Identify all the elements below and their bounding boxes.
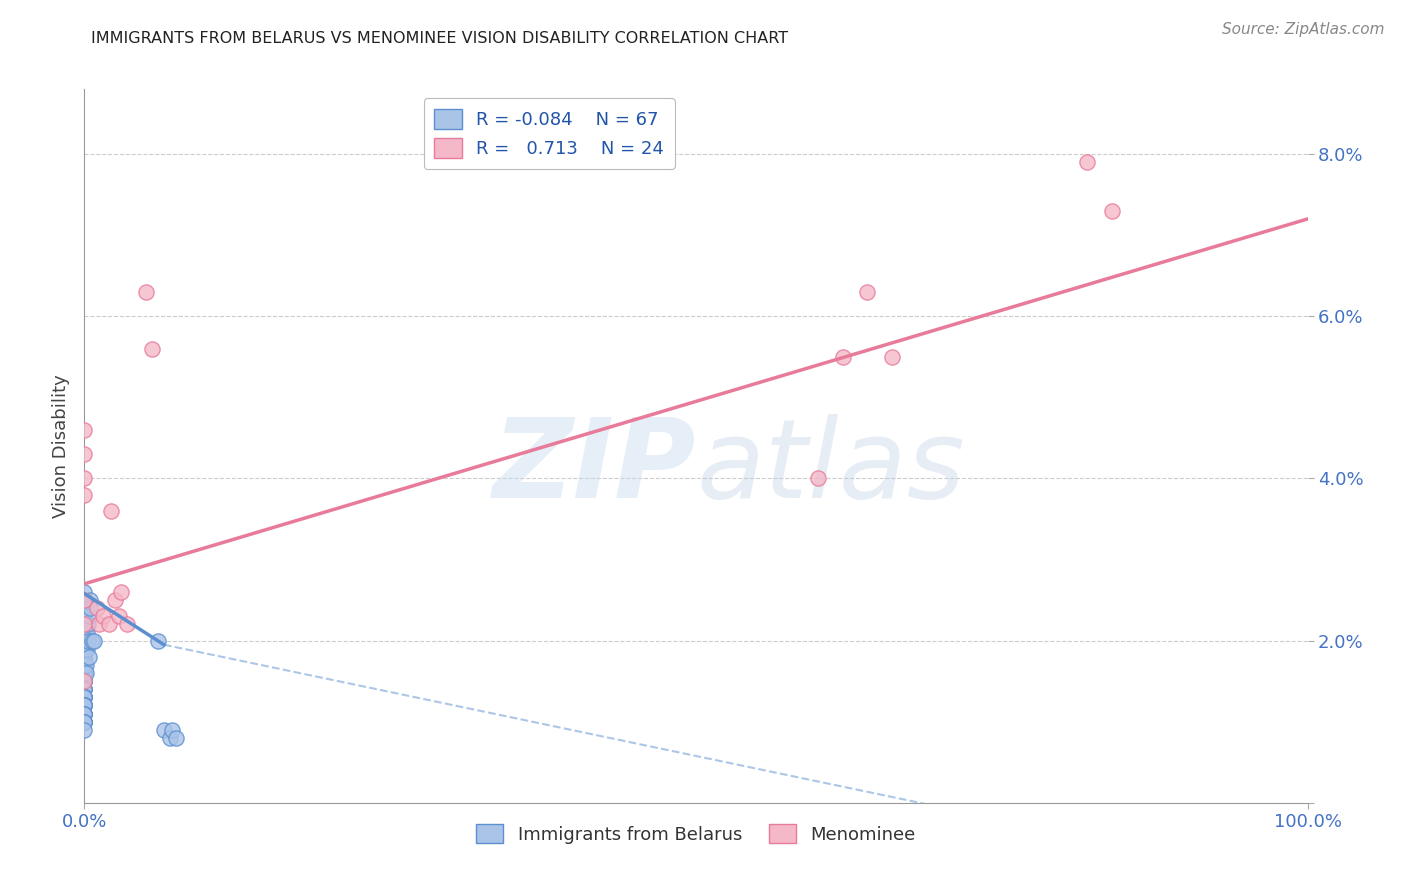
Point	[73, 593, 96, 607]
Point	[75, 641, 97, 656]
Point	[73, 698, 96, 713]
Point	[73, 617, 96, 632]
Point	[73, 585, 96, 599]
Text: atlas: atlas	[696, 414, 965, 521]
Point	[75, 657, 97, 672]
Point	[73, 657, 96, 672]
Point	[86, 601, 108, 615]
Point	[104, 593, 127, 607]
Point	[1101, 203, 1123, 218]
Point	[73, 682, 96, 697]
Point	[73, 423, 96, 437]
Point	[73, 633, 96, 648]
Point	[77, 633, 100, 648]
Point	[100, 504, 122, 518]
Point	[80, 633, 103, 648]
Point	[73, 690, 96, 705]
Point	[73, 633, 96, 648]
Point	[73, 690, 96, 705]
Point	[73, 706, 96, 721]
Point	[77, 649, 100, 664]
Point	[73, 666, 96, 681]
Point	[162, 723, 184, 737]
Point	[73, 706, 96, 721]
Point	[73, 488, 96, 502]
Point	[73, 674, 96, 689]
Point	[79, 601, 101, 615]
Point	[75, 641, 97, 656]
Point	[76, 641, 98, 656]
Point	[73, 641, 96, 656]
Point	[73, 666, 96, 681]
Point	[856, 285, 879, 299]
Point	[73, 633, 96, 648]
Legend: Immigrants from Belarus, Menominee: Immigrants from Belarus, Menominee	[468, 816, 924, 851]
Point	[73, 698, 96, 713]
Point	[73, 674, 96, 689]
Point	[73, 674, 96, 689]
Point	[73, 609, 96, 624]
Point	[107, 609, 129, 624]
Point	[73, 698, 96, 713]
Point	[73, 471, 96, 485]
Point	[135, 285, 157, 299]
Point	[73, 649, 96, 664]
Point	[76, 625, 98, 640]
Point	[165, 731, 187, 745]
Point	[73, 698, 96, 713]
Text: IMMIGRANTS FROM BELARUS VS MENOMINEE VISION DISABILITY CORRELATION CHART: IMMIGRANTS FROM BELARUS VS MENOMINEE VIS…	[91, 31, 789, 46]
Point	[73, 714, 96, 729]
Point	[91, 609, 114, 624]
Point	[153, 723, 176, 737]
Point	[146, 633, 169, 648]
Point	[73, 657, 96, 672]
Point	[73, 698, 96, 713]
Point	[73, 690, 96, 705]
Point	[73, 698, 96, 713]
Point	[73, 714, 96, 729]
Point	[73, 641, 96, 656]
Point	[73, 633, 96, 648]
Point	[73, 674, 96, 689]
Text: Source: ZipAtlas.com: Source: ZipAtlas.com	[1222, 22, 1385, 37]
Point	[79, 593, 101, 607]
Point	[73, 682, 96, 697]
Point	[73, 714, 96, 729]
Point	[141, 342, 163, 356]
Point	[75, 666, 97, 681]
Point	[73, 601, 96, 615]
Point	[83, 633, 105, 648]
Point	[77, 609, 100, 624]
Point	[73, 617, 96, 632]
Point	[73, 690, 96, 705]
Text: ZIP: ZIP	[492, 414, 696, 521]
Point	[73, 649, 96, 664]
Point	[75, 625, 97, 640]
Y-axis label: Vision Disability: Vision Disability	[52, 374, 70, 518]
Point	[73, 674, 96, 689]
Point	[73, 706, 96, 721]
Point	[87, 617, 110, 632]
Point	[73, 690, 96, 705]
Point	[880, 350, 903, 364]
Point	[76, 617, 98, 632]
Point	[73, 447, 96, 461]
Point	[73, 625, 96, 640]
Point	[831, 350, 853, 364]
Point	[73, 723, 96, 737]
Point	[1076, 155, 1098, 169]
Point	[73, 666, 96, 681]
Point	[77, 617, 100, 632]
Point	[73, 682, 96, 697]
Point	[115, 617, 138, 632]
Point	[110, 585, 132, 599]
Point	[807, 471, 830, 485]
Point	[97, 617, 120, 632]
Point	[75, 617, 97, 632]
Point	[73, 714, 96, 729]
Point	[159, 731, 181, 745]
Point	[73, 706, 96, 721]
